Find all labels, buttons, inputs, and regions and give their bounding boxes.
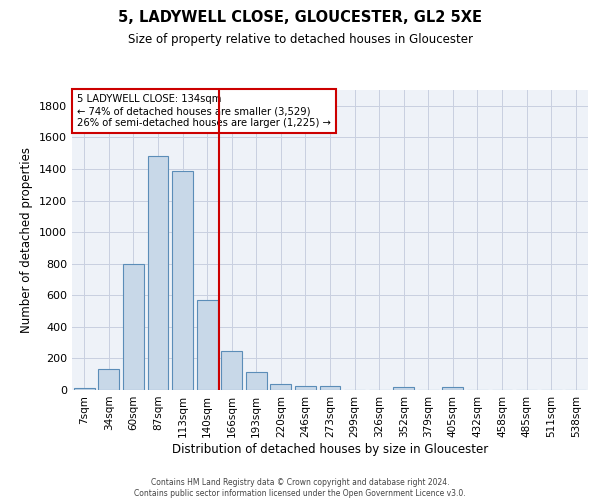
Bar xyxy=(393,387,414,390)
Text: 5 LADYWELL CLOSE: 134sqm
← 74% of detached houses are smaller (3,529)
26% of sem: 5 LADYWELL CLOSE: 134sqm ← 74% of detach… xyxy=(77,94,331,128)
Bar xyxy=(246,372,267,390)
Bar xyxy=(123,264,144,390)
Text: 5, LADYWELL CLOSE, GLOUCESTER, GL2 5XE: 5, LADYWELL CLOSE, GLOUCESTER, GL2 5XE xyxy=(118,10,482,25)
Bar xyxy=(148,156,169,390)
Bar xyxy=(271,384,292,390)
Bar xyxy=(295,386,316,390)
Bar xyxy=(320,386,340,390)
Bar xyxy=(74,388,95,390)
Bar xyxy=(197,300,218,390)
Bar xyxy=(172,170,193,390)
Bar xyxy=(442,387,463,390)
Y-axis label: Number of detached properties: Number of detached properties xyxy=(20,147,34,333)
Text: Size of property relative to detached houses in Gloucester: Size of property relative to detached ho… xyxy=(128,32,473,46)
Text: Contains HM Land Registry data © Crown copyright and database right 2024.
Contai: Contains HM Land Registry data © Crown c… xyxy=(134,478,466,498)
Text: Distribution of detached houses by size in Gloucester: Distribution of detached houses by size … xyxy=(172,442,488,456)
Bar xyxy=(98,370,119,390)
Bar xyxy=(221,350,242,390)
